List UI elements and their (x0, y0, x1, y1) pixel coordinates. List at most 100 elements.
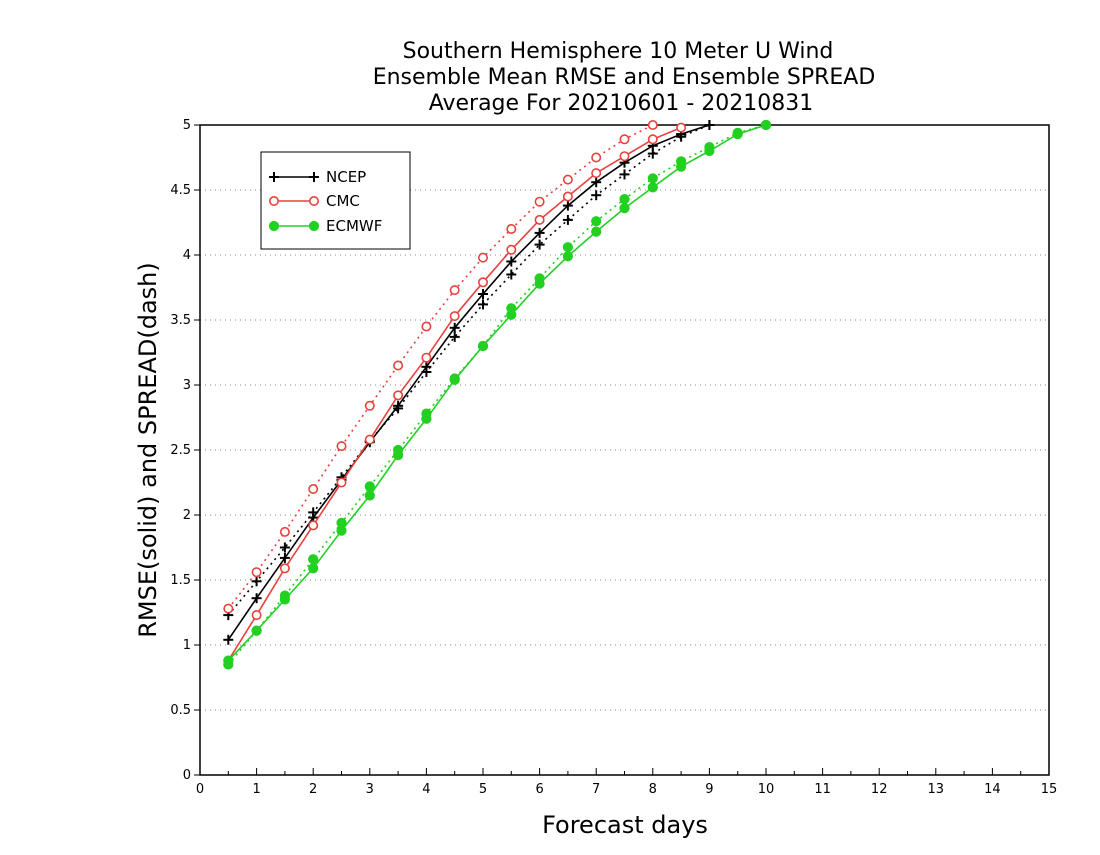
ecmwf-rmse-point (647, 182, 658, 193)
cmc-spread-point (223, 603, 234, 614)
cmc-spread-point (647, 120, 658, 131)
legend-marker-ncep (309, 172, 319, 182)
cmc-spread-point (591, 152, 602, 163)
ecmwf-rmse-point (506, 309, 517, 320)
legend: NCEP CMC ECMWF (260, 151, 411, 250)
cmc-spread-point (308, 483, 319, 494)
cmc-rmse-point (364, 434, 375, 445)
cmc-rmse-point (393, 390, 404, 401)
ncep-spread-point (449, 331, 460, 342)
y-tick-label: 0 (183, 768, 191, 783)
ecmwf-rmse-point (676, 161, 687, 172)
x-tick-label: 3 (366, 782, 374, 797)
ecmwf-rmse-point (364, 490, 375, 501)
ecmwf-rmse-point (223, 655, 234, 666)
ncep-spread-line (227, 124, 710, 616)
ecmwf-rmse-point (732, 129, 743, 140)
ncep-spread-point (562, 214, 573, 225)
x-tick-label: 2 (309, 782, 317, 797)
x-axis: 0 1 2 3 4 5 6 7 8 9 10 11 12 13 14 15 (196, 768, 1057, 797)
legend-label-ecmwf: ECMWF (326, 217, 382, 235)
x-tick-label: 9 (705, 782, 713, 797)
cmc-spread-point (619, 134, 630, 145)
legend-marker-ecmwf (308, 220, 320, 232)
ecmwf-rmse-point (562, 251, 574, 262)
cmc-rmse-point (591, 168, 602, 179)
y-tick-label: 0.5 (170, 703, 191, 718)
ncep-rmse-point (251, 593, 262, 604)
ecmwf-rmse-point (449, 374, 460, 385)
title-line-3: Average For 20210601 - 20210831 (429, 91, 814, 116)
y-axis: 0 0.5 1 1.5 2 2.5 3 3.5 4 4.5 5 (170, 118, 200, 783)
x-tick-label: 10 (758, 782, 775, 797)
x-tick-label: 5 (479, 782, 487, 797)
ecmwf-spread-point (562, 242, 574, 253)
ncep-rmse-point (421, 361, 432, 372)
ncep-spread-point (251, 576, 262, 587)
cmc-rmse-point (506, 244, 517, 255)
ncep-rmse-point (506, 256, 517, 267)
cmc-spread-point (562, 174, 573, 185)
legend-label-cmc: CMC (326, 192, 360, 210)
title-line-1: Southern Hemisphere 10 Meter U Wind (403, 39, 834, 64)
legend-marker-cmc (268, 196, 279, 207)
cmc-spread-point (506, 224, 517, 235)
cmc-rmse-point (562, 191, 573, 202)
x-tick-label: 4 (422, 782, 430, 797)
x-tick-label: 15 (1041, 782, 1058, 797)
cmc-spread-point (477, 252, 488, 263)
ncep-rmse-point (704, 120, 715, 130)
ecmwf-rmse-point (421, 413, 432, 424)
y-tick-label: 2.5 (170, 443, 191, 458)
ncep-spread-point (506, 269, 517, 280)
ecmwf-spread-point (591, 216, 602, 227)
ecmwf-rmse-point (534, 278, 545, 289)
cmc-rmse-point (279, 563, 290, 574)
y-tick-label: 3.5 (170, 313, 191, 328)
y-axis-title: RMSE(solid) and SPREAD(dash) (134, 262, 162, 638)
legend-marker-ecmwf (268, 220, 280, 232)
ncep-rmse-point (478, 289, 488, 299)
ncep-rmse-point (223, 634, 234, 645)
ncep-spread-point (279, 542, 290, 553)
ecmwf-rmse-point (308, 563, 319, 574)
ncep-rmse-point (591, 177, 602, 188)
cmc-rmse-point (336, 477, 347, 488)
ncep-rmse-point (562, 200, 573, 211)
x-tick-label: 14 (984, 782, 1001, 797)
x-axis-title: Forecast days (542, 811, 708, 839)
legend-label-ncep: NCEP (326, 168, 366, 186)
ecmwf-rmse-point (591, 226, 602, 237)
x-tick-label: 7 (592, 782, 600, 797)
cmc-rmse-point (421, 352, 432, 363)
cmc-spread-point (279, 526, 290, 537)
cmc-spread-point (336, 441, 347, 452)
title-line-2: Ensemble Mean RMSE and Ensemble SPREAD (373, 65, 876, 90)
cmc-spread-point (393, 360, 404, 371)
ncep-rmse-point (449, 322, 460, 333)
legend-marker-cmc (308, 196, 319, 207)
cmc-spread-point (364, 400, 375, 411)
ecmwf-spread-point (647, 173, 658, 184)
cmc-rmse-point (647, 134, 658, 145)
ecmwf-rmse-point (477, 340, 489, 352)
ncep-rmse-point (279, 552, 290, 563)
ecmwf-spread-point (619, 194, 630, 205)
x-tick-label: 13 (928, 782, 945, 797)
y-tick-label: 2 (183, 508, 191, 523)
ecmwf-rmse-point (393, 450, 404, 461)
ecmwf-rmse-point (279, 594, 290, 605)
cmc-spread-line (227, 124, 654, 610)
x-tick-label: 8 (649, 782, 657, 797)
y-tick-label: 1 (183, 638, 191, 653)
ecmwf-spread-point (308, 554, 319, 565)
ecmwf-rmse-point (619, 203, 630, 214)
cmc-spread-point (534, 196, 545, 207)
ncep-spread-point (591, 190, 602, 201)
x-tick-label: 0 (196, 782, 204, 797)
ncep-spread-point (534, 239, 545, 250)
ncep-rmse-point (393, 400, 404, 411)
cmc-rmse-point (676, 122, 687, 133)
